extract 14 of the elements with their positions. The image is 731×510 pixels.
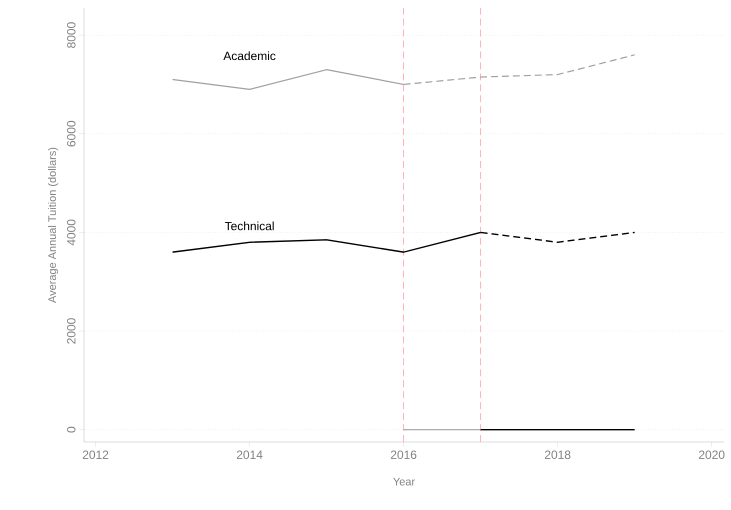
y-tick-label: 4000 [67,220,76,246]
series-label: Academic [223,51,276,60]
y-tick-label: 0 [67,426,76,433]
y-tick-label: 8000 [67,22,76,48]
x-tick-label: 2018 [544,450,570,459]
x-tick-label: 2016 [390,450,416,459]
x-tick-label: 2014 [236,450,263,459]
series-label: Technical [224,222,274,230]
x-tick-label: 2012 [82,450,108,459]
x-tick-label: 2020 [698,450,725,459]
y-tick-label: 2000 [67,318,76,344]
y-tick-label: 6000 [67,120,76,146]
y-axis-title: Average Annual Tuition (dollars) [48,148,58,303]
x-axis-title: Year [393,478,415,486]
